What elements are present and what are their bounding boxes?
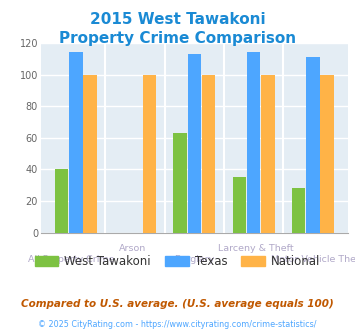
Text: Arson: Arson [119, 244, 147, 253]
Bar [261, 75, 275, 233]
Bar [69, 52, 83, 233]
Bar [142, 75, 156, 233]
Text: 2015 West Tawakoni: 2015 West Tawakoni [90, 12, 265, 26]
Bar [247, 52, 261, 233]
Bar [173, 133, 187, 233]
Text: Burglary: Burglary [174, 255, 214, 264]
Text: Motor Vehicle Theft: Motor Vehicle Theft [271, 255, 355, 264]
Text: Larceny & Theft: Larceny & Theft [218, 244, 294, 253]
Text: All Property Crime: All Property Crime [28, 255, 115, 264]
Bar [320, 75, 334, 233]
Bar [187, 54, 201, 233]
Bar [202, 75, 215, 233]
Legend: West Tawakoni, Texas, National: West Tawakoni, Texas, National [30, 250, 325, 273]
Text: Compared to U.S. average. (U.S. average equals 100): Compared to U.S. average. (U.S. average … [21, 299, 334, 309]
Text: © 2025 CityRating.com - https://www.cityrating.com/crime-statistics/: © 2025 CityRating.com - https://www.city… [38, 320, 317, 329]
Bar [306, 57, 320, 233]
Text: Property Crime Comparison: Property Crime Comparison [59, 31, 296, 46]
Bar [292, 188, 306, 233]
Bar [83, 75, 97, 233]
Bar [55, 169, 69, 233]
Bar [233, 177, 246, 233]
